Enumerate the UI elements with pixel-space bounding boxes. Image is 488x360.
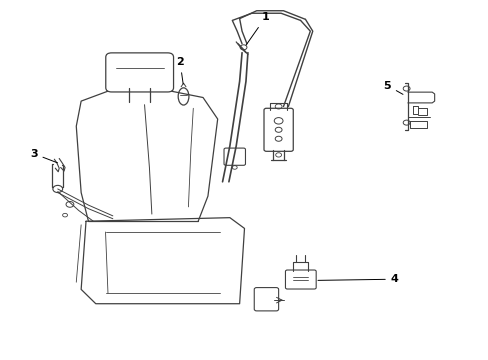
Text: 4: 4 bbox=[317, 274, 398, 284]
Text: 3: 3 bbox=[30, 149, 58, 163]
Text: 1: 1 bbox=[245, 12, 269, 45]
Text: 2: 2 bbox=[176, 57, 183, 84]
Text: 5: 5 bbox=[383, 81, 402, 94]
